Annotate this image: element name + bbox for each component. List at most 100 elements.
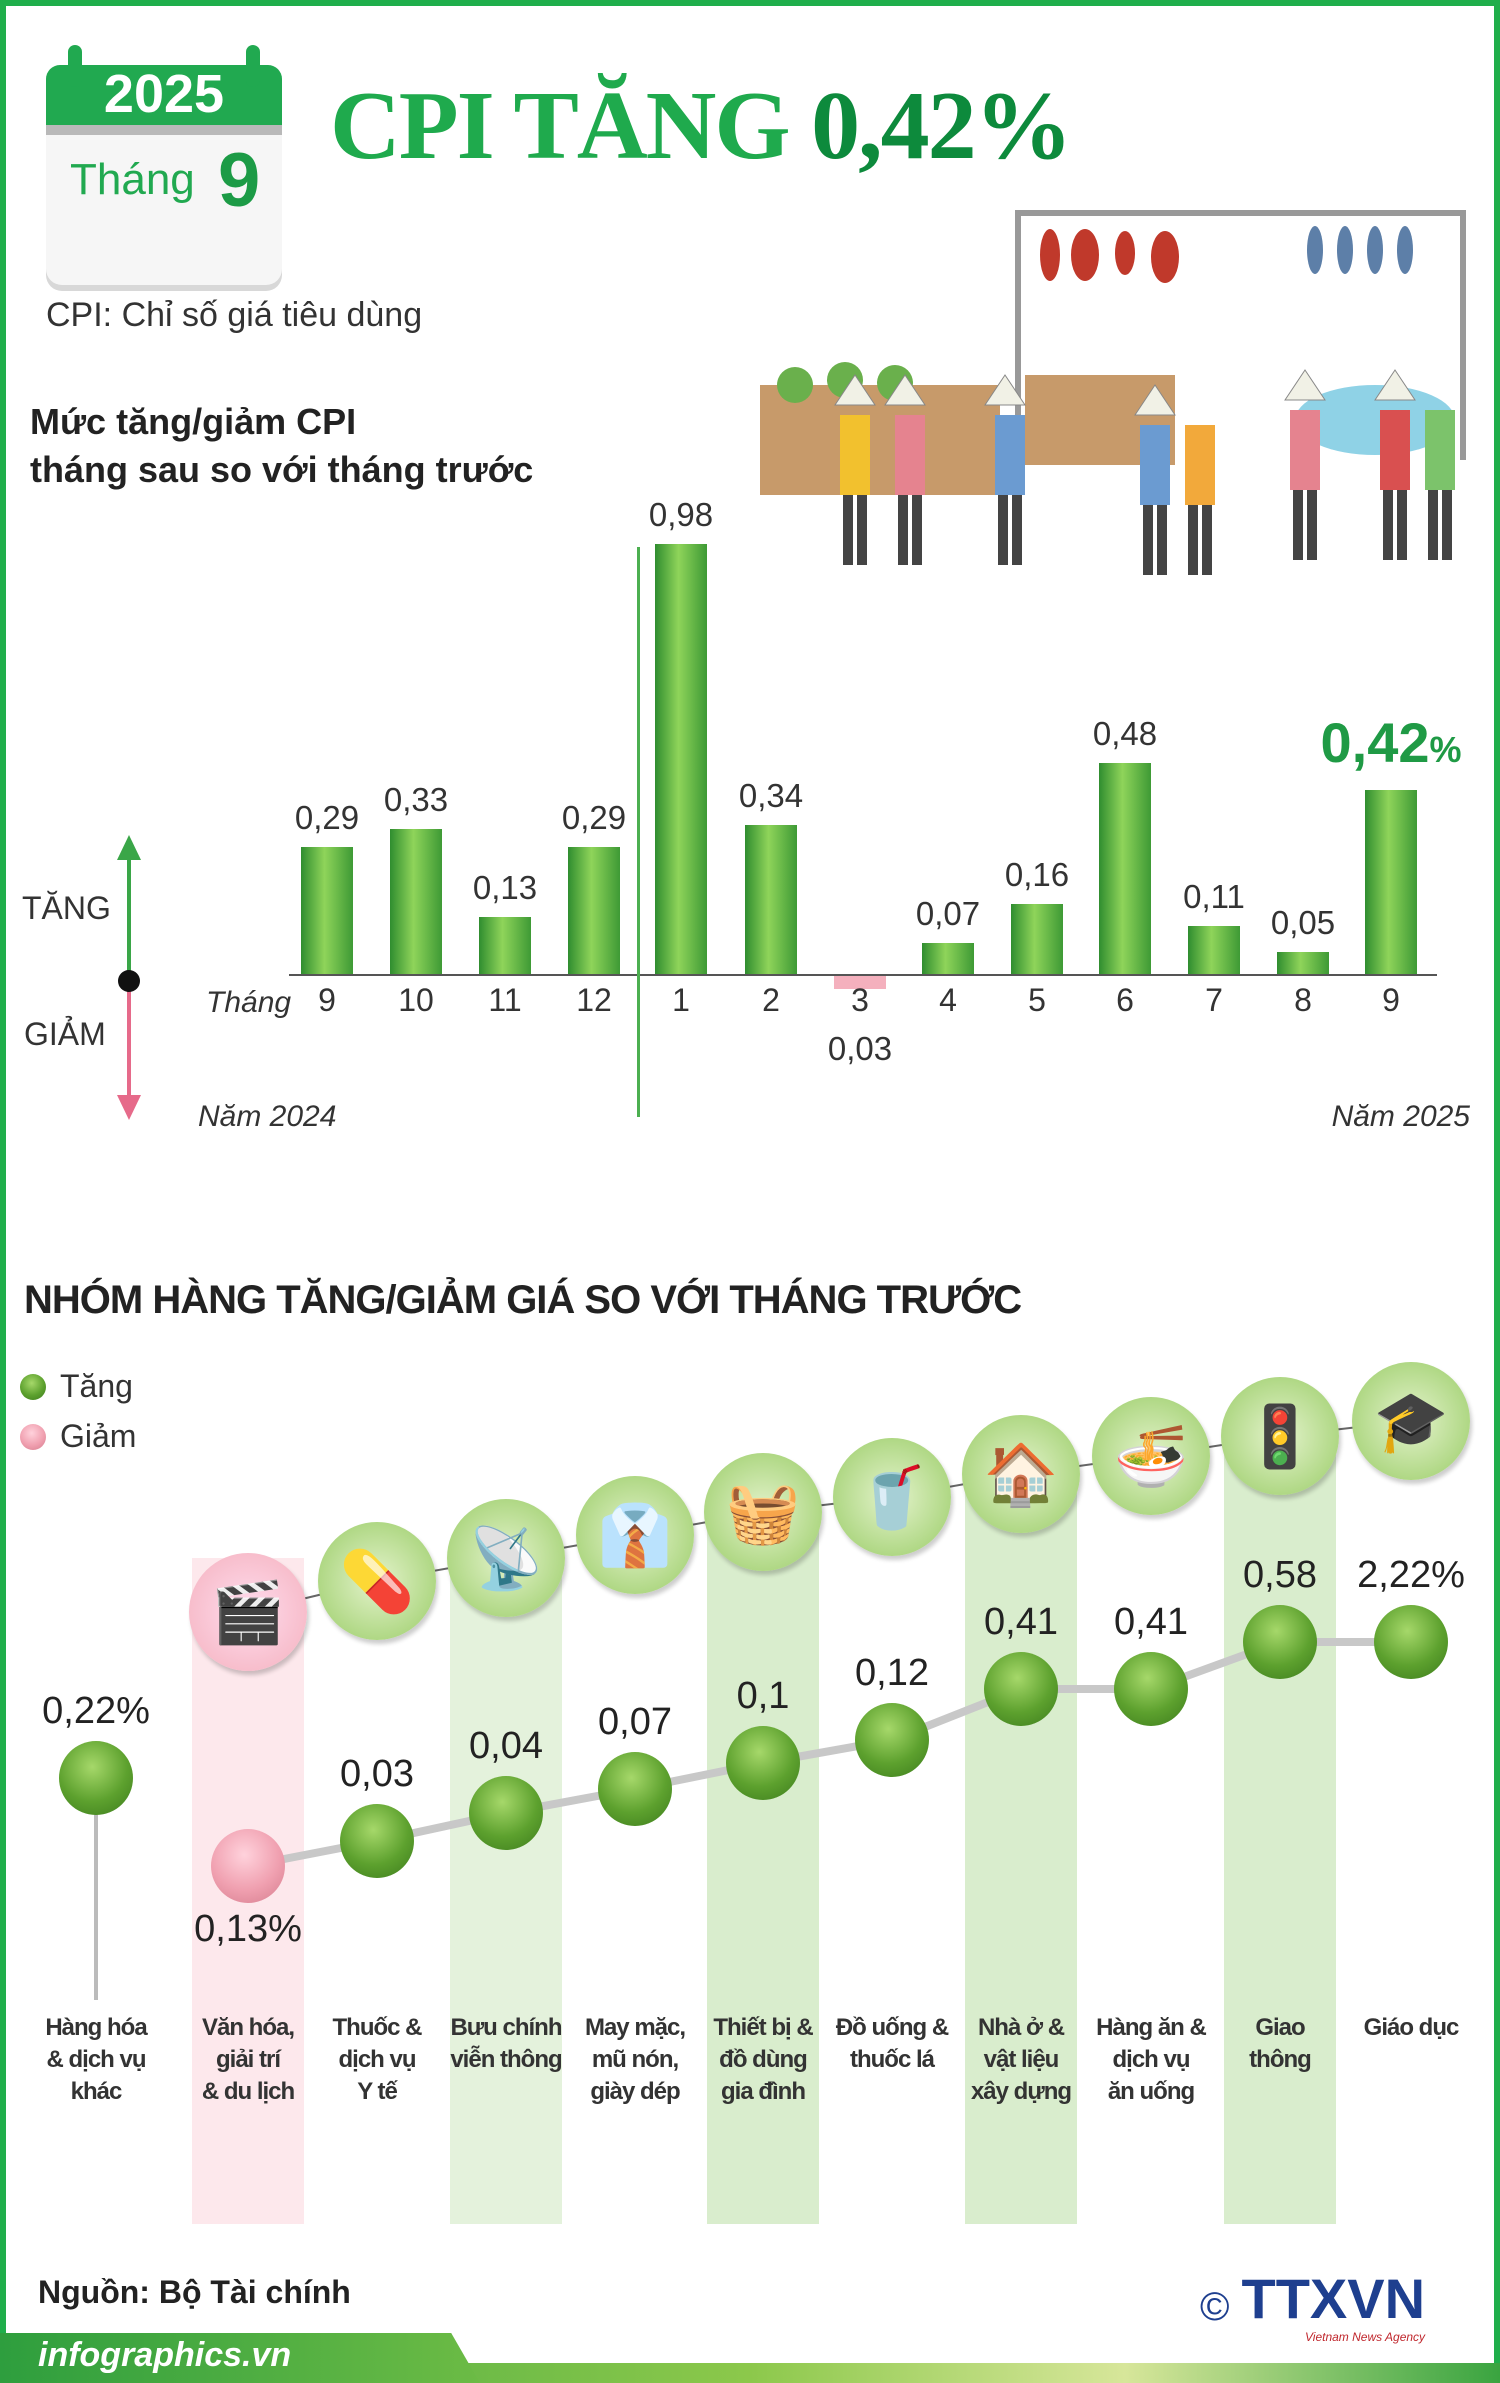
bar-5: [745, 824, 797, 974]
category-label: Bưu chính viễn thông: [449, 2012, 563, 2076]
bar-10: [1188, 925, 1240, 974]
x-axis-label: Tháng: [206, 986, 292, 1019]
house-utility-icon: 🏠: [962, 1415, 1080, 1533]
x-tick-label: 1: [672, 982, 690, 1018]
data-value-label: 0,58: [1243, 1554, 1317, 1596]
up-arrowhead-icon: [117, 835, 141, 860]
legend-decrease: Giảm: [20, 1418, 136, 1455]
category-label-line: đồ dùng: [719, 2046, 808, 2073]
traffic-light-icon: 🚦: [1221, 1377, 1339, 1495]
column-highlight: [965, 1474, 1077, 2224]
legend-decrease-dot: [20, 1423, 46, 1450]
ttxvn-logo: © TTXVN Vietnam News Agency: [1200, 2267, 1426, 2345]
category-label-line: Văn hóa,: [201, 2014, 295, 2041]
bar-7: [922, 943, 974, 974]
data-point: [1374, 1605, 1448, 1679]
category-label-line: dịch vụ: [338, 2046, 416, 2073]
data-point: [855, 1703, 929, 1777]
data-point: [984, 1652, 1058, 1726]
bar-chart-title-line2: tháng sau so với tháng trước: [30, 449, 534, 490]
data-value-label: 0,04: [469, 1725, 543, 1767]
category-label: Thiết bị & đồ dùng gia đình: [706, 2012, 820, 2108]
data-value-label: 0,41: [984, 1601, 1058, 1643]
clothes-icon: 👔: [576, 1476, 694, 1594]
category-label-line: vật liệu: [983, 2046, 1060, 2073]
bar-3: [568, 846, 620, 974]
groups-chart-title: NHÓM HÀNG TĂNG/GIẢM GIÁ SO VỚI THÁNG TRƯ…: [24, 1278, 1022, 1322]
category-label-line: gia đình: [721, 2078, 806, 2105]
category-label-line: ăn uống: [1107, 2078, 1195, 2105]
data-point: [469, 1776, 543, 1850]
category-label-line: giày dép: [590, 2078, 680, 2105]
footer-banner: [0, 2333, 480, 2383]
bar-value-label: 0,03: [827, 1030, 893, 1067]
category-label-line: xây dựng: [970, 2078, 1072, 2105]
x-tick-label: 10: [398, 982, 434, 1018]
calendar-month-label: Tháng: [70, 155, 195, 204]
category-label-line: Giao thông: [1249, 2014, 1312, 2073]
column-highlight: [450, 1558, 562, 2224]
antenna-icon: 📡: [447, 1499, 565, 1617]
category-label: Hàng ăn & dịch vụ ăn uống: [1094, 2012, 1208, 2108]
data-value-label: 0,22%: [42, 1690, 150, 1732]
category-label: Hàng hóa & dịch vụ khác: [39, 2012, 153, 2108]
bar-6: [834, 976, 886, 990]
bar-value-label: 0,33: [383, 781, 449, 819]
bar-12: [1365, 789, 1417, 974]
bar-chart-title: Mức tăng/giảm CPI tháng sau so với tháng …: [30, 398, 533, 494]
column-highlight: [707, 1512, 819, 2224]
food-bowl-icon: 🍜: [1092, 1397, 1210, 1515]
category-label-line: Đồ uống &: [835, 2014, 949, 2041]
legend-increase-label: Tăng: [60, 1368, 133, 1404]
calendar-year: 2025: [103, 64, 225, 124]
highlight-value: 0,42: [1320, 710, 1430, 774]
data-point: [59, 1741, 133, 1815]
category-label-line: & dịch vụ: [46, 2046, 146, 2073]
x-tick-label: 3: [851, 982, 869, 1018]
bar-value-label: 0,05: [1270, 904, 1336, 942]
site-link[interactable]: infographics.vn: [38, 2336, 292, 2374]
subtitle: CPI: Chỉ số giá tiêu dùng: [46, 296, 423, 334]
category-label: Văn hóa, giải trí & du lịch: [191, 2012, 305, 2108]
origin-dot: [118, 970, 140, 992]
source-note: Nguồn: Bộ Tài chính: [38, 2274, 351, 2310]
data-value-label: 0,13%: [194, 1908, 302, 1950]
bar-value-label: 0,34: [738, 776, 804, 814]
copyright-icon: ©: [1200, 2284, 1230, 2329]
bar-value-label: 0,29: [561, 798, 627, 836]
column-highlight: [1224, 1436, 1336, 2224]
bar-value-label: 0,07: [915, 895, 981, 933]
x-tick-label: 9: [318, 982, 336, 1018]
category-label-line: mũ nón,: [591, 2046, 679, 2073]
x-tick-label: 6: [1116, 982, 1134, 1018]
title-value: 0,42%: [811, 72, 1072, 180]
bar-value-label: 0,98: [648, 495, 714, 533]
category-label-line: Thiết bị &: [713, 2014, 813, 2041]
data-point: [598, 1752, 672, 1826]
bar-value-label: 0,29: [294, 798, 360, 836]
cinema-icon: 🎬: [189, 1553, 307, 1671]
bar-value-label: 0,48: [1092, 715, 1158, 753]
category-label: Thuốc & dịch vụ Y tế: [320, 2012, 434, 2108]
drink-cigarette-icon: 🥤: [833, 1438, 951, 1556]
data-point: [1243, 1605, 1317, 1679]
x-tick-label: 11: [488, 982, 522, 1018]
category-label-line: Nhà ở &: [977, 2014, 1065, 2041]
data-point: [211, 1829, 285, 1903]
category-label-line: Y tế: [357, 2078, 398, 2105]
x-tick-label: 8: [1294, 982, 1312, 1018]
data-value-label: 0,12: [855, 1652, 929, 1694]
x-tick-label: 12: [576, 982, 612, 1018]
data-value-label: 0,07: [598, 1701, 672, 1743]
category-label-line: dịch vụ: [1112, 2046, 1190, 2073]
category-label-line: Hàng ăn &: [1096, 2014, 1207, 2041]
legend-increase-dot: [20, 1373, 46, 1400]
bar-value-label: 0,42%: [1320, 710, 1461, 775]
data-value-label: 0,1: [736, 1675, 790, 1717]
logo-text: TTXVN: [1241, 2267, 1426, 2330]
up-down-arrows: [117, 835, 141, 1120]
category-label: May mặc, mũ nón, giày dép: [578, 2012, 692, 2108]
category-label-line: Thuốc &: [332, 2014, 423, 2041]
bar-4: [655, 543, 707, 974]
category-label-line: giải trí: [215, 2046, 281, 2073]
